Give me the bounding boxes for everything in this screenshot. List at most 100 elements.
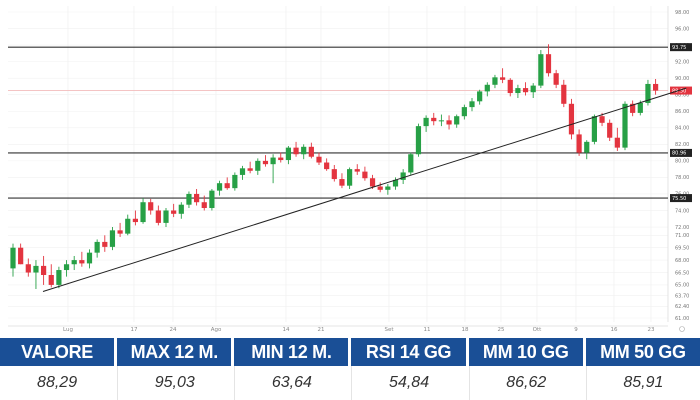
candle <box>285 145 291 165</box>
candle-body <box>538 54 544 86</box>
candle <box>545 44 552 77</box>
stat-max-12m: MAX 12 M. 95,03 <box>117 338 232 400</box>
candle <box>239 165 246 180</box>
candle <box>316 152 322 165</box>
candle <box>86 249 93 269</box>
candle <box>362 166 368 181</box>
y-tick-label: 62.40 <box>675 304 689 310</box>
candle-body <box>614 137 620 148</box>
candle-body <box>324 162 330 170</box>
candle <box>186 191 192 209</box>
stat-value: 85,91 <box>585 366 700 400</box>
candle <box>591 114 597 145</box>
x-tick-label: Ott <box>533 327 542 333</box>
axis-settings-icon <box>679 326 685 332</box>
x-tick-label: 9 <box>574 327 578 333</box>
candle <box>163 208 169 228</box>
stat-header: MAX 12 M. <box>117 338 232 366</box>
candle <box>385 184 391 195</box>
candle-body <box>148 202 154 211</box>
last-price-tag-label: 88.50 <box>672 88 686 94</box>
candle-body <box>385 186 391 190</box>
y-tick-label: 71.00 <box>675 233 689 239</box>
candle-body <box>25 264 31 273</box>
x-tick-label: Set <box>384 327 394 333</box>
y-tick-label: 65.00 <box>675 283 689 289</box>
x-tick-label: 18 <box>462 327 469 333</box>
candle-body <box>492 77 498 85</box>
candle <box>117 222 123 237</box>
x-tick-label: 23 <box>648 327 655 333</box>
candle-body <box>171 210 177 214</box>
candle <box>255 158 261 175</box>
candle-body <box>232 174 238 189</box>
candle <box>56 266 62 289</box>
x-tick-label: Ago <box>211 327 222 333</box>
y-tick-label: 68.00 <box>675 258 689 264</box>
candle <box>431 112 437 126</box>
candle <box>538 50 544 89</box>
candle-body <box>56 270 62 285</box>
candle <box>201 195 207 211</box>
candle-body <box>369 178 376 187</box>
candle <box>25 258 31 277</box>
candle-body <box>469 101 475 108</box>
candle-body <box>530 85 536 93</box>
candle <box>469 98 475 112</box>
candle-body <box>239 168 246 175</box>
candle-body <box>293 147 299 155</box>
candle <box>415 123 422 157</box>
stat-value: 86,62 <box>468 366 583 400</box>
candle <box>48 264 54 288</box>
candle-body <box>584 141 590 153</box>
candle-body <box>591 116 597 142</box>
y-tick-label: 92.00 <box>675 59 689 65</box>
level-tag-label: 93.75 <box>672 45 686 51</box>
candle <box>109 227 116 251</box>
candle <box>576 129 582 156</box>
candle <box>438 114 444 127</box>
candle <box>33 260 39 290</box>
candle <box>63 260 70 277</box>
x-tick-label: 21 <box>318 327 325 333</box>
candle-body <box>545 54 552 74</box>
candle-body <box>630 103 636 113</box>
candle <box>653 78 659 95</box>
candle <box>645 79 651 106</box>
candle-body <box>431 117 437 122</box>
candle <box>79 251 85 267</box>
candle <box>484 82 490 97</box>
candle <box>568 98 575 140</box>
x-tick-label: 16 <box>611 327 618 333</box>
y-tick-label: 96.00 <box>675 26 689 32</box>
stat-header: RSI 14 GG <box>351 338 466 366</box>
candle <box>369 174 376 189</box>
candle <box>500 68 506 84</box>
candle <box>553 69 559 89</box>
candle <box>347 167 353 189</box>
candle-body <box>354 169 360 172</box>
candle-body <box>247 168 253 171</box>
candle <box>622 101 628 151</box>
candle-body <box>140 202 146 223</box>
stat-header: MIN 12 M. <box>234 338 349 366</box>
candle <box>293 141 299 157</box>
candle-body <box>155 210 161 223</box>
candle-body <box>507 79 513 94</box>
candle <box>446 115 452 130</box>
candle-body <box>79 260 85 264</box>
candle <box>10 243 16 277</box>
level-tag-label: 80.96 <box>672 151 686 157</box>
candle <box>492 74 498 89</box>
x-tick-label: 11 <box>424 327 431 333</box>
candle-body <box>117 230 123 234</box>
candle-body <box>645 83 651 103</box>
candle-body <box>255 160 261 171</box>
candle-body <box>408 154 414 173</box>
candle-body <box>339 179 345 186</box>
candle <box>331 165 337 182</box>
y-tick-label: 63.70 <box>675 293 689 299</box>
candle <box>41 255 47 285</box>
candle-body <box>186 193 192 205</box>
candle-body <box>301 146 307 155</box>
